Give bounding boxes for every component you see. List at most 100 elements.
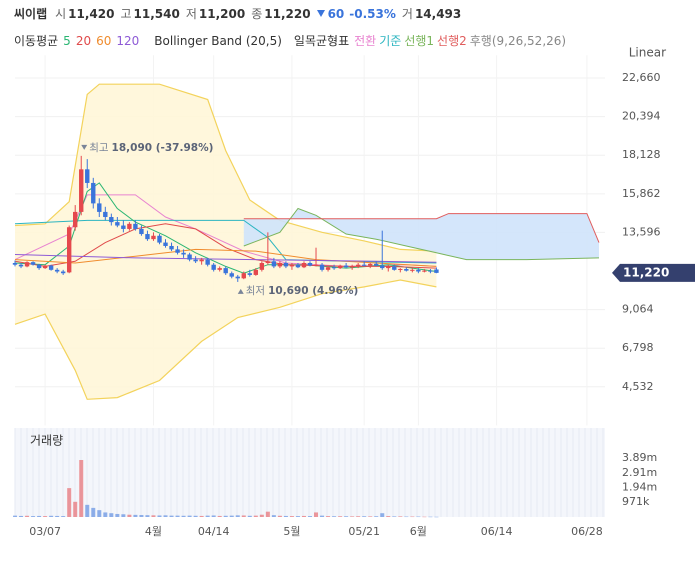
candle-body (181, 252, 186, 255)
candle-body (115, 222, 120, 226)
volume-bar (217, 515, 222, 517)
volume-bar (422, 516, 427, 518)
candle-body (422, 270, 427, 272)
volume-bar (277, 515, 282, 517)
candle-body (42, 265, 48, 269)
legend-entry: 후행(9,26,52,26) (469, 34, 567, 48)
volume-bar (271, 515, 276, 517)
volume-bar (169, 515, 174, 517)
quote-value: 14,493 (414, 7, 462, 21)
candle-body (313, 264, 319, 266)
candle-body (109, 217, 114, 223)
candle-body (235, 276, 240, 279)
quote-label: 거 (401, 7, 413, 21)
candle-body (73, 211, 78, 228)
candle-body (205, 259, 210, 265)
ichimoku-line (243, 213, 600, 243)
volume-bar (67, 488, 72, 517)
annotation: 최저 10,690 (4.96%) (246, 285, 359, 297)
quote-header: 씨이랩 시 11,420 고 11,540 저 11,200 종 11,220 60 -0.53% 거… (14, 5, 461, 22)
volume-bar (187, 515, 192, 517)
ichimoku-line (243, 207, 600, 261)
candle-body (24, 262, 30, 267)
candle-body (361, 264, 367, 266)
bollinger-lower (14, 279, 437, 400)
volume-bar (283, 515, 288, 517)
scale-label[interactable]: Linear (629, 46, 666, 60)
down-arrow (316, 10, 325, 17)
candle-body (169, 245, 174, 250)
volume-bar (404, 516, 409, 518)
quote-value: 11,220 (264, 7, 311, 21)
legend-entry: 전환 (354, 34, 377, 48)
volume-bar (241, 515, 246, 517)
volume-bar (103, 512, 108, 517)
volume-bar (247, 515, 252, 517)
ichimoku-cloud (243, 208, 600, 260)
quote-label: 종 (251, 7, 263, 21)
volume-bar (157, 515, 162, 517)
volume-bar (133, 514, 138, 517)
volume-bar (350, 516, 355, 517)
legend-entry: 120 (116, 34, 140, 48)
volume-bar (265, 511, 270, 517)
candle-body (349, 266, 355, 268)
candle-body (85, 169, 90, 183)
candle-body (187, 254, 192, 260)
candle-body (434, 269, 439, 273)
annotation-text: 최저 (246, 285, 265, 297)
candle-body (259, 263, 265, 270)
bollinger-upper (14, 83, 437, 252)
candle-body (295, 264, 301, 268)
change: 60 (327, 7, 345, 21)
volume-tick-label: 971k (622, 495, 650, 508)
legend-entry: 5 (63, 34, 71, 48)
candle-body (398, 268, 403, 270)
volume-bar (43, 516, 48, 517)
volume-bar (145, 515, 150, 517)
y-tick-label: 9,064 (622, 303, 654, 316)
quote-value: 11,200 (198, 7, 246, 21)
volume-bar (374, 516, 379, 517)
x-tick-label: 05/21 (348, 525, 380, 538)
volume-bar (127, 514, 132, 517)
volume-bar (19, 515, 24, 517)
volume-bar (416, 516, 421, 518)
candle-body (428, 270, 433, 272)
y-tick-label: 4,532 (622, 380, 654, 393)
x-tick-label: 04/14 (198, 525, 230, 538)
quote-label: 고 (120, 7, 132, 21)
candle-body (151, 235, 156, 240)
candle-body (229, 273, 234, 277)
bollinger-fill (15, 84, 437, 400)
volume-bar (295, 516, 300, 517)
candle-body (91, 182, 96, 204)
quote-label: 시 (55, 7, 67, 21)
volume-bar (289, 516, 294, 517)
volume-bar (380, 513, 385, 517)
candle-body (337, 265, 343, 269)
candle-body (307, 263, 313, 266)
volume-bar (211, 515, 216, 517)
volume-bar (79, 460, 84, 517)
candle-body (368, 263, 373, 266)
volume-bar (55, 515, 60, 517)
moving-average (14, 254, 437, 263)
volume-bar (199, 515, 204, 517)
x-tick-label: 4월 (145, 525, 162, 538)
quote-value: 11,420 (68, 7, 115, 21)
volume-panel (15, 428, 605, 517)
x-tick-label: 06/28 (571, 525, 603, 538)
volume-bar (163, 515, 168, 517)
volume-bar (121, 514, 126, 517)
volume-bar (332, 516, 337, 517)
candle-body (193, 259, 198, 262)
candle-body (157, 235, 162, 243)
volume-bar (338, 516, 343, 517)
annotation: 최고 18,090 (-37.98%) (89, 142, 213, 154)
candle-body (380, 265, 385, 269)
volume-bar (314, 512, 319, 517)
volume-bar (398, 516, 403, 517)
volume-bar (37, 515, 42, 517)
volume-bar (386, 516, 391, 517)
